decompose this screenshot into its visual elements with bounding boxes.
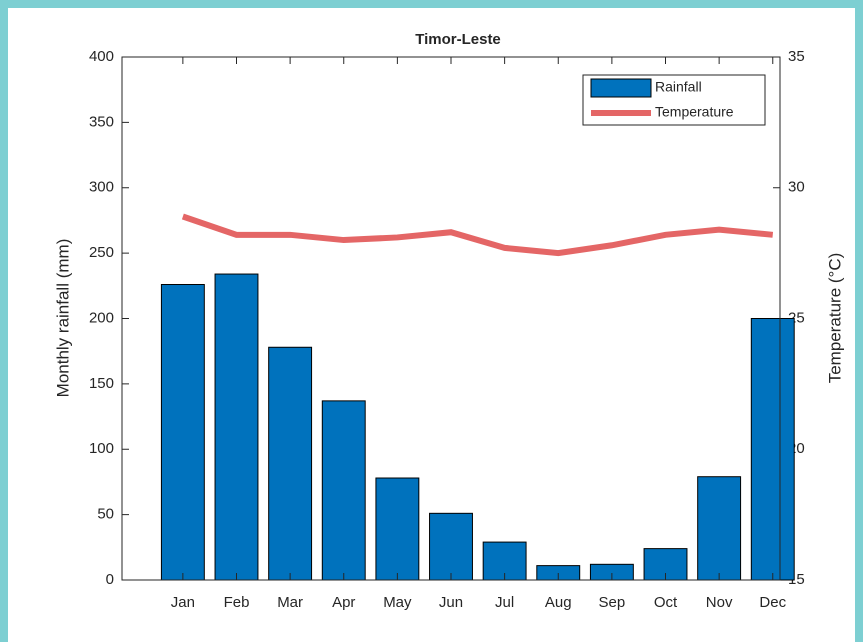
x-tick-label: Jul xyxy=(495,594,514,611)
x-tick-label: Nov xyxy=(706,594,733,611)
bar xyxy=(214,273,259,581)
bar xyxy=(429,512,473,581)
x-tick-label: Mar xyxy=(277,594,303,611)
y-axis-label: Monthly rainfall (mm) xyxy=(53,239,72,398)
y-tick-label: 150 xyxy=(89,375,114,392)
bar xyxy=(697,476,742,581)
y2-tick-label: 30 xyxy=(788,179,805,196)
y-tick-label: 0 xyxy=(106,571,114,588)
figure: Timor-Leste Monthly rainfall (mm) Temper… xyxy=(8,8,855,642)
bar xyxy=(321,400,366,581)
x-tick-label: Oct xyxy=(654,594,678,611)
bar xyxy=(375,477,420,581)
temperature-line xyxy=(181,213,774,257)
x-tick-label: Feb xyxy=(224,594,250,611)
y-tick-label: 200 xyxy=(89,309,114,326)
y2-tick-label: 35 xyxy=(788,48,805,65)
y-tick-label: 100 xyxy=(89,440,114,457)
y-tick-label: 300 xyxy=(89,179,114,196)
legend-label: Rainfall xyxy=(655,79,702,95)
y-tick-label: 400 xyxy=(89,48,114,65)
chart: Timor-Leste Monthly rainfall (mm) Temper… xyxy=(53,31,844,611)
plot-frame xyxy=(121,56,781,581)
y-tick-label: 350 xyxy=(89,113,114,130)
x-tick-label: Aug xyxy=(545,594,572,611)
x-tick-label: May xyxy=(383,594,412,611)
bar xyxy=(160,284,205,581)
legend-label: Temperature xyxy=(655,104,734,120)
x-tick-label: Jun xyxy=(439,594,463,611)
x-tick-label: Sep xyxy=(599,594,626,611)
chart-title: Timor-Leste xyxy=(415,31,501,48)
y-tick-label: 250 xyxy=(89,244,114,261)
legend-swatch xyxy=(590,78,652,98)
bar xyxy=(750,318,795,581)
y2-axis-label: Temperature (°C) xyxy=(825,253,844,384)
x-tick-label: Jan xyxy=(171,594,195,611)
y-tick-label: 50 xyxy=(97,506,114,523)
x-tick-label: Apr xyxy=(332,594,355,611)
bar xyxy=(268,346,313,581)
x-tick-label: Dec xyxy=(759,594,786,611)
